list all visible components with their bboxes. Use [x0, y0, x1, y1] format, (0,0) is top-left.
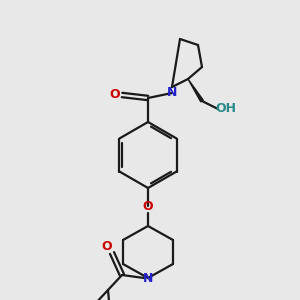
- Text: O: O: [102, 239, 112, 253]
- Text: O: O: [143, 200, 153, 214]
- Text: N: N: [167, 85, 177, 98]
- Text: N: N: [143, 272, 153, 286]
- Polygon shape: [188, 79, 203, 102]
- Text: OH: OH: [215, 103, 236, 116]
- Text: O: O: [110, 88, 120, 100]
